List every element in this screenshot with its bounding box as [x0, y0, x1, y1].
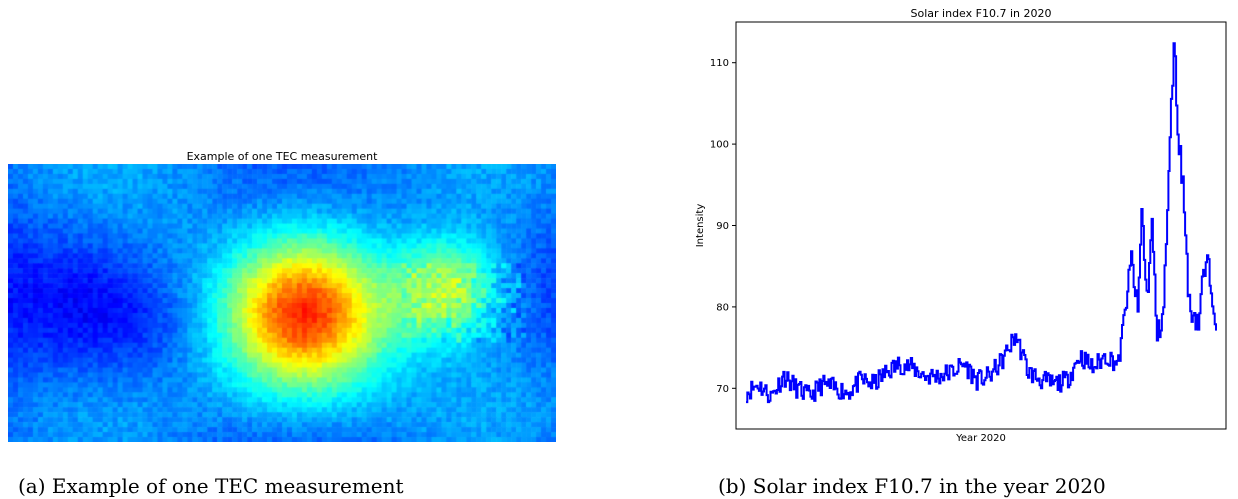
y-tick-label: 110	[710, 58, 729, 69]
y-tick-label: 100	[710, 140, 729, 151]
y-axis-label: Intensity	[695, 204, 706, 248]
series-line-f107	[746, 42, 1217, 404]
y-tick-label: 90	[716, 221, 729, 232]
chart-title: Solar index F10.7 in 2020	[911, 7, 1052, 20]
x-axis-label: Year 2020	[955, 433, 1006, 444]
heatmap-title: Example of one TEC measurement	[186, 150, 378, 163]
y-tick-label: 80	[716, 302, 729, 313]
tec-heatmap	[8, 164, 556, 442]
caption-b: (b) Solar index F10.7 in the year 2020	[718, 474, 1106, 498]
y-tick-label: 70	[716, 384, 729, 395]
caption-a: (a) Example of one TEC measurement	[18, 474, 404, 498]
